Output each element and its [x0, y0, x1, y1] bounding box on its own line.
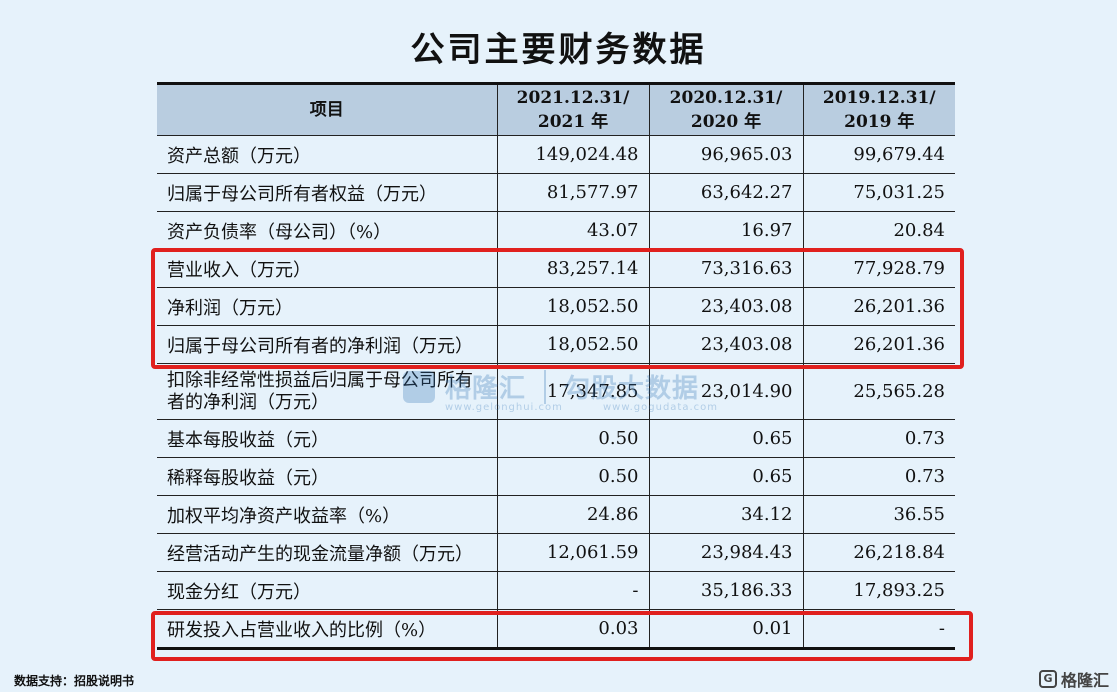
- row-value: 35,186.33: [648, 571, 804, 610]
- row-value: 0.50: [496, 457, 650, 496]
- row-label: 资产负债率（母公司）（%）: [157, 211, 498, 250]
- header-2021: 2021.12.31/ 2021 年: [496, 85, 650, 136]
- watermark-brand-url: www.gelonghui.com: [445, 402, 563, 413]
- row-value: 149,024.48: [496, 135, 650, 174]
- watermark-data-brand: 勾股大数据: [564, 374, 700, 404]
- highlight-box-profit: [151, 248, 964, 369]
- row-value: 23,403.08: [648, 325, 804, 364]
- row-value: -: [802, 609, 955, 647]
- header-item: 项目: [157, 85, 498, 136]
- row-label: 研发投入占营业收入的比例（%）: [157, 609, 498, 647]
- row-value: -: [496, 571, 650, 610]
- data-source: 数据支持：招股说明书: [14, 674, 135, 688]
- row-value: 81,577.97: [496, 173, 650, 212]
- table-row: 资产总额（万元） 149,024.48 96,965.03 99,679.44: [157, 135, 955, 174]
- table-row: 归属于母公司所有者权益（万元） 81,577.97 63,642.27 75,031.…: [157, 173, 955, 212]
- row-value: 73,316.63: [648, 249, 804, 288]
- table-header-row: 项目 2021.12.31/ 2021 年 2020.12.31/ 2020 年…: [157, 85, 955, 136]
- row-value: 16.97: [648, 211, 804, 250]
- row-label: 营业收入（万元）: [157, 249, 498, 288]
- row-value: 0.65: [648, 457, 804, 496]
- row-label: 资产总额（万元）: [157, 135, 498, 174]
- table-row: 稀释每股收益（元） 0.50 0.65 0.73: [157, 457, 955, 496]
- row-value: 34.12: [648, 495, 804, 534]
- row-label: 经营活动产生的现金流量净额（万元）: [157, 533, 498, 572]
- row-value: 99,679.44: [802, 135, 955, 174]
- table-row: 经营活动产生的现金流量净额（万元） 12,061.59 23,984.43 26,21…: [157, 533, 955, 572]
- row-value: 0.50: [496, 419, 650, 458]
- watermark: 格隆汇 www.gelonghui.com 勾股大数据 www.gogudata…: [403, 368, 717, 413]
- row-label: 净利润（万元）: [157, 287, 498, 326]
- row-value: 24.86: [496, 495, 650, 534]
- row-value: 23,984.43: [648, 533, 804, 572]
- watermark-brand: 格隆汇: [445, 374, 527, 404]
- watermark-data-url: www.gogudata.com: [603, 402, 719, 413]
- header-2020: 2020.12.31/ 2020 年: [648, 85, 804, 136]
- row-value: 18,052.50: [496, 287, 650, 326]
- row-value: 17,347.85: [496, 363, 650, 420]
- table-row: 现金分红（万元） -35,186.33 17,893.25: [157, 571, 955, 610]
- row-value: 25,565.28: [802, 363, 955, 420]
- row-label: 现金分红（万元）: [157, 571, 498, 610]
- table-row: 基本每股收益（元） 0.50 0.65 0.73: [157, 419, 955, 458]
- table-row: 归属于母公司所有者的净利润（万元） 18,052.50 23,403.08 26,20…: [157, 325, 955, 364]
- watermark-divider: [544, 369, 547, 404]
- row-value: 26,201.36: [802, 325, 955, 364]
- row-value: 75,031.25: [802, 173, 955, 212]
- table-row: 加权平均净资产收益率（%） 24.86 34.12 36.55: [157, 495, 955, 534]
- page-title: 公司主要财务数据: [410, 30, 707, 70]
- row-value: 26,201.36: [802, 287, 955, 326]
- table-row: 研发投入占营业收入的比例（%） 0.03 0.01-: [157, 609, 955, 647]
- row-value: 63,642.27: [648, 173, 804, 212]
- row-label: 归属于母公司所有者权益（万元）: [157, 173, 498, 212]
- row-label: 基本每股收益（元）: [157, 419, 498, 458]
- row-label: 归属于母公司所有者的净利润（万元）: [157, 325, 498, 364]
- highlight-box-rd: [151, 611, 973, 661]
- row-value: 20.84: [802, 211, 955, 250]
- brand-logo: G 格隆汇: [1038, 667, 1109, 691]
- row-value: 83,257.14: [496, 249, 650, 288]
- row-value: 0.03: [496, 609, 650, 647]
- row-value: 0.01: [648, 609, 804, 647]
- row-value: 26,218.84: [802, 533, 955, 572]
- row-label: 稀释每股收益（元）: [157, 457, 498, 496]
- row-value: 43.07: [496, 211, 650, 250]
- row-value: 17,893.25: [802, 571, 955, 610]
- row-value: 0.65: [648, 419, 804, 458]
- table-row: 营业收入（万元） 83,257.14 73,316.63 77,928.79: [157, 249, 955, 288]
- financial-table: 项目 2021.12.31/ 2021 年 2020.12.31/ 2020 年…: [157, 82, 955, 650]
- table-row: 扣除非经常性损益后归属于母公司所有者的净利润（万元） 17,347.85 23,01…: [157, 363, 955, 420]
- table-row: 净利润（万元） 18,052.50 23,403.08 26,201.36: [157, 287, 955, 326]
- header-2019: 2019.12.31/ 2019 年: [802, 85, 955, 136]
- row-value: 0.73: [802, 457, 955, 496]
- row-value: 36.55: [802, 495, 955, 534]
- row-value: 23,403.08: [648, 287, 804, 326]
- row-value: 18,052.50: [496, 325, 650, 364]
- row-value: 96,965.03: [648, 135, 804, 174]
- row-label: 加权平均净资产收益率（%）: [157, 495, 498, 534]
- row-value: 0.73: [802, 419, 955, 458]
- gelonghui-logo-icon: [403, 370, 435, 403]
- table-row: 资产负债率（母公司）（%） 43.07 16.97 20.84: [157, 211, 955, 250]
- logo-icon: G: [1038, 670, 1057, 688]
- row-value: 12,061.59: [496, 533, 650, 572]
- logo-text: 格隆汇: [1060, 671, 1109, 690]
